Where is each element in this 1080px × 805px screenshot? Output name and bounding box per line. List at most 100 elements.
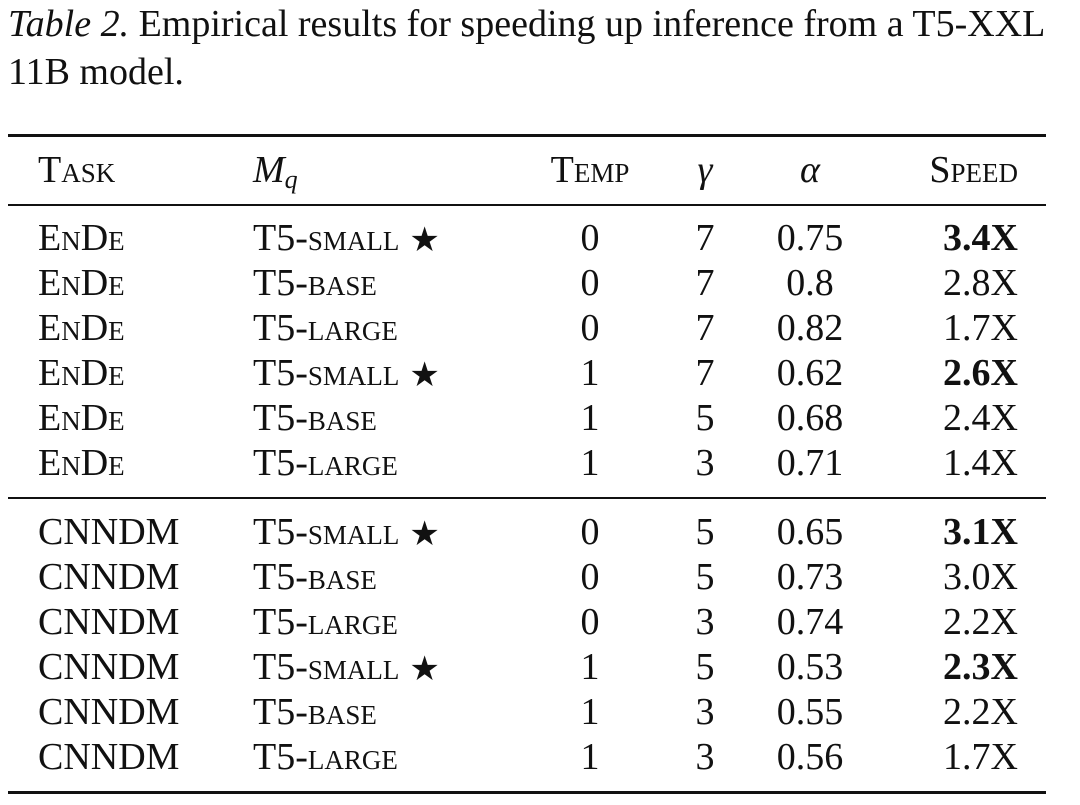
- cell-mq-model: T5-base: [253, 556, 377, 598]
- cell-mq-model: T5-small: [253, 646, 400, 688]
- cell-gamma: 3: [695, 442, 715, 484]
- cell-gamma: 5: [695, 397, 715, 439]
- table-row: CNNDM T5-large 1 3 0.56 1.7X: [0, 735, 1080, 780]
- cell-gamma: 7: [695, 352, 715, 394]
- table-row: EnDe T5-small ★ 0 7 0.75 3.4X: [0, 216, 1080, 261]
- cell-gamma: 5: [695, 556, 715, 598]
- cell-alpha: 0.73: [776, 556, 844, 598]
- star-icon: ★: [409, 514, 440, 554]
- table-row: EnDe T5-large 1 3 0.71 1.4X: [0, 441, 1080, 486]
- table-row: EnDe T5-base 1 5 0.68 2.4X: [0, 396, 1080, 441]
- cell-gamma: 5: [695, 511, 715, 553]
- cell-mq: T5-large: [253, 441, 408, 487]
- table-row: CNNDM T5-large 0 3 0.74 2.2X: [0, 600, 1080, 645]
- cell-alpha: 0.8: [786, 262, 834, 304]
- cell-mq-model: T5-large: [253, 736, 398, 778]
- header-gamma: γ: [697, 149, 713, 191]
- table-row: EnDe T5-small ★ 1 7 0.62 2.6X: [0, 351, 1080, 396]
- cell-mq: T5-large: [253, 306, 408, 352]
- cell-alpha: 0.53: [776, 646, 844, 688]
- cell-task: EnDe: [38, 352, 125, 394]
- cell-speed: 1.7X: [943, 736, 1018, 778]
- header-temp: Temp: [550, 149, 630, 191]
- cell-mq: T5-base: [253, 690, 387, 736]
- cell-temp: 1: [580, 691, 600, 733]
- cell-gamma: 3: [695, 736, 715, 778]
- cell-mq-model: T5-small: [253, 217, 400, 259]
- cell-temp: 1: [580, 397, 600, 439]
- header-mq: Mq: [253, 148, 298, 202]
- cell-mq: T5-small ★: [253, 510, 440, 556]
- cell-task: CNNDM: [38, 556, 180, 598]
- cell-mq: T5-small ★: [253, 351, 440, 397]
- cell-temp: 0: [580, 511, 600, 553]
- cell-alpha: 0.68: [776, 397, 844, 439]
- cell-mq-model: T5-large: [253, 601, 398, 643]
- cell-mq: T5-small ★: [253, 645, 440, 691]
- cell-mq: T5-base: [253, 555, 387, 601]
- cell-temp: 0: [580, 217, 600, 259]
- cell-alpha: 0.82: [776, 307, 844, 349]
- header-mq-subscript: q: [284, 165, 298, 194]
- cell-mq: T5-base: [253, 261, 387, 307]
- cell-speed: 3.4X: [943, 217, 1018, 259]
- cell-mq-model: T5-small: [253, 511, 400, 553]
- cell-speed: 2.2X: [943, 601, 1018, 643]
- cell-temp: 0: [580, 262, 600, 304]
- cell-mq-model: T5-large: [253, 442, 398, 484]
- cell-task: CNNDM: [38, 601, 180, 643]
- cell-speed: 3.1X: [943, 511, 1018, 553]
- cell-speed: 3.0X: [943, 556, 1018, 598]
- cell-temp: 0: [580, 556, 600, 598]
- cell-gamma: 5: [695, 646, 715, 688]
- group-separator-rule: [8, 497, 1046, 499]
- cell-temp: 1: [580, 646, 600, 688]
- cell-temp: 1: [580, 736, 600, 778]
- cell-speed: 1.7X: [943, 307, 1018, 349]
- cell-temp: 1: [580, 442, 600, 484]
- cell-alpha: 0.56: [776, 736, 844, 778]
- cell-task: EnDe: [38, 397, 125, 439]
- cell-temp: 0: [580, 601, 600, 643]
- cell-mq-model: T5-large: [253, 307, 398, 349]
- cell-speed: 2.8X: [943, 262, 1018, 304]
- cell-task: CNNDM: [38, 736, 180, 778]
- cell-task: CNNDM: [38, 646, 180, 688]
- cell-alpha: 0.65: [776, 511, 844, 553]
- cell-mq: T5-large: [253, 735, 408, 781]
- table-row: CNNDM T5-small ★ 0 5 0.65 3.1X: [0, 510, 1080, 555]
- cell-mq: T5-base: [253, 396, 387, 442]
- header-speed: Speed: [929, 149, 1018, 191]
- header-mq-symbol: M: [253, 149, 285, 191]
- cell-alpha: 0.62: [776, 352, 844, 394]
- cell-gamma: 3: [695, 601, 715, 643]
- cell-mq-model: T5-small: [253, 352, 400, 394]
- bottom-rule: [8, 791, 1046, 794]
- cell-temp: 0: [580, 307, 600, 349]
- top-rule: [8, 134, 1046, 137]
- cell-mq: T5-small ★: [253, 216, 440, 262]
- cell-gamma: 7: [695, 307, 715, 349]
- cell-task: EnDe: [38, 442, 125, 484]
- cell-gamma: 7: [695, 262, 715, 304]
- cell-speed: 1.4X: [943, 442, 1018, 484]
- table-row: CNNDM T5-small ★ 1 5 0.53 2.3X: [0, 645, 1080, 690]
- header-alpha: α: [800, 149, 820, 191]
- cell-task: EnDe: [38, 262, 125, 304]
- cell-task: CNNDM: [38, 511, 180, 553]
- cell-mq-model: T5-base: [253, 397, 377, 439]
- cell-mq-model: T5-base: [253, 691, 377, 733]
- cell-speed: 2.6X: [943, 352, 1018, 394]
- cell-alpha: 0.74: [776, 601, 844, 643]
- table-header-row: Task Mq Temp γ α Speed: [0, 148, 1080, 194]
- cell-task: EnDe: [38, 307, 125, 349]
- cell-speed: 2.4X: [943, 397, 1018, 439]
- star-icon: ★: [409, 649, 440, 689]
- cell-task: EnDe: [38, 217, 125, 259]
- cell-gamma: 3: [695, 691, 715, 733]
- table-row: CNNDM T5-base 1 3 0.55 2.2X: [0, 690, 1080, 735]
- table-row: EnDe T5-base 0 7 0.8 2.8X: [0, 261, 1080, 306]
- star-icon: ★: [409, 355, 440, 395]
- cell-alpha: 0.75: [776, 217, 844, 259]
- cell-speed: 2.3X: [943, 646, 1018, 688]
